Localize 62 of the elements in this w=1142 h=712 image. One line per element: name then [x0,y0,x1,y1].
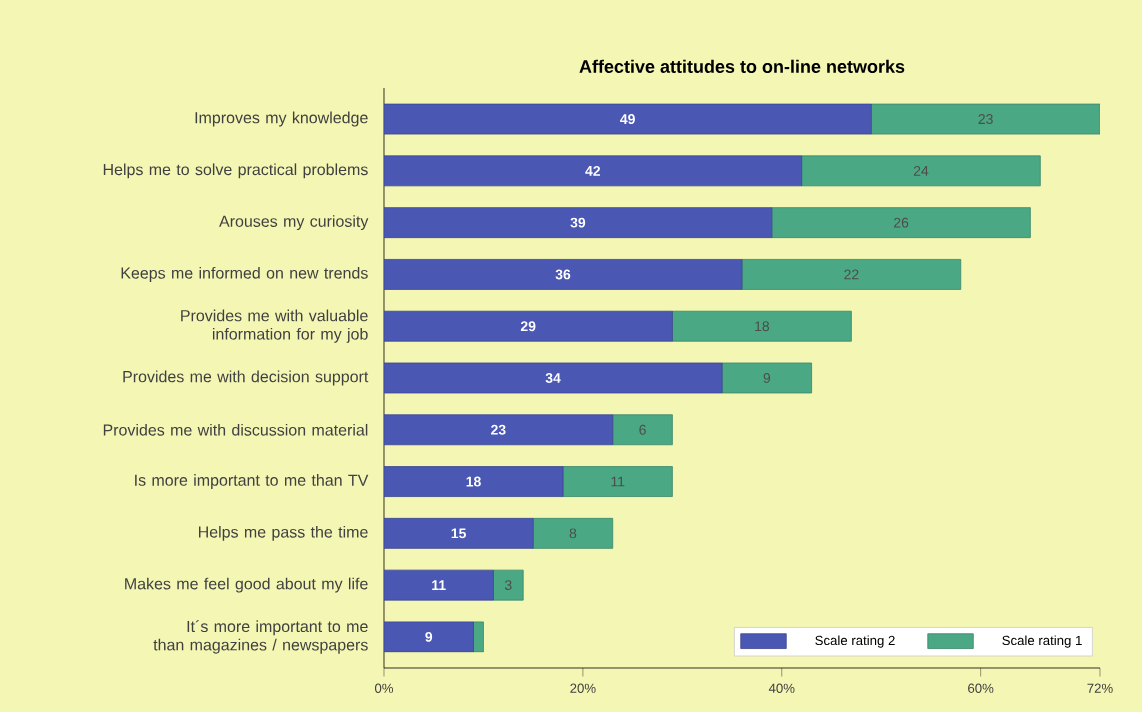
legend-label: Scale rating 2 [815,635,895,648]
data-label: 11 [611,476,625,487]
data-label: 3 [504,580,512,591]
x-tick-label: 60% [968,683,994,693]
y-tick-label: Provides me with valuable information for my job [181,309,368,343]
x-tick-label: 72% [1087,683,1113,693]
bar [721,362,812,394]
y-tick-label: Helps me to solve practical problems [103,163,368,179]
data-label: 6 [639,424,646,435]
bar [384,155,803,187]
bar [492,569,524,601]
bar [741,259,962,290]
data-label: 49 [620,114,635,124]
bar [384,310,673,342]
bar [562,466,673,497]
data-label: 8 [569,528,577,539]
data-label: 26 [894,217,909,228]
data-label: 29 [520,321,536,332]
bar [384,466,564,497]
x-tick-label: 0% [374,683,394,693]
data-label: 9 [425,631,433,642]
bar [384,259,743,290]
bar [532,517,614,549]
bar [870,103,1100,135]
y-tick-label: Helps me pass the time [198,525,368,541]
legend-label: Scale rating 1 [1002,635,1082,648]
data-label: 24 [913,165,929,176]
y-tick-label: Keeps me informed on new trends [121,266,368,282]
bar [384,621,474,653]
data-label: 18 [755,321,770,332]
data-label: 36 [555,269,571,280]
bar [771,207,1031,239]
bar [384,414,614,446]
data-label: 22 [844,269,859,280]
y-tick-label: Provides me with decision support [123,370,369,386]
y-tick-label: Provides me with discussion material [103,423,368,436]
chart-title: Affective attitudes to on-line networks [579,59,905,73]
bar [384,517,534,549]
data-label: 42 [585,165,601,176]
bar [384,103,872,135]
data-label: 39 [570,217,586,228]
bar [473,621,484,653]
data-label: 18 [466,476,481,487]
x-tick-label: 20% [570,683,596,693]
y-tick-label: Is more important to me than TV [135,474,369,490]
bar [612,414,673,446]
bar [384,207,773,239]
bar [384,362,723,394]
data-label: 11 [432,580,446,590]
data-label: 15 [451,528,466,539]
bar [671,310,852,342]
x-tick-label: 40% [768,683,795,693]
data-label: 23 [491,424,506,435]
data-label: 9 [763,373,771,383]
data-label: 23 [978,114,993,124]
y-tick-label: Improves my knowledge [195,111,368,127]
bar [384,569,494,601]
data-label: 34 [545,373,561,383]
y-tick-label: Arouses my curiosity [219,215,369,231]
y-tick-label: It´s more important to me than magazines / newspapers [153,620,368,654]
bar [801,155,1041,187]
y-tick-label: Makes me feel good about my life [125,577,368,593]
